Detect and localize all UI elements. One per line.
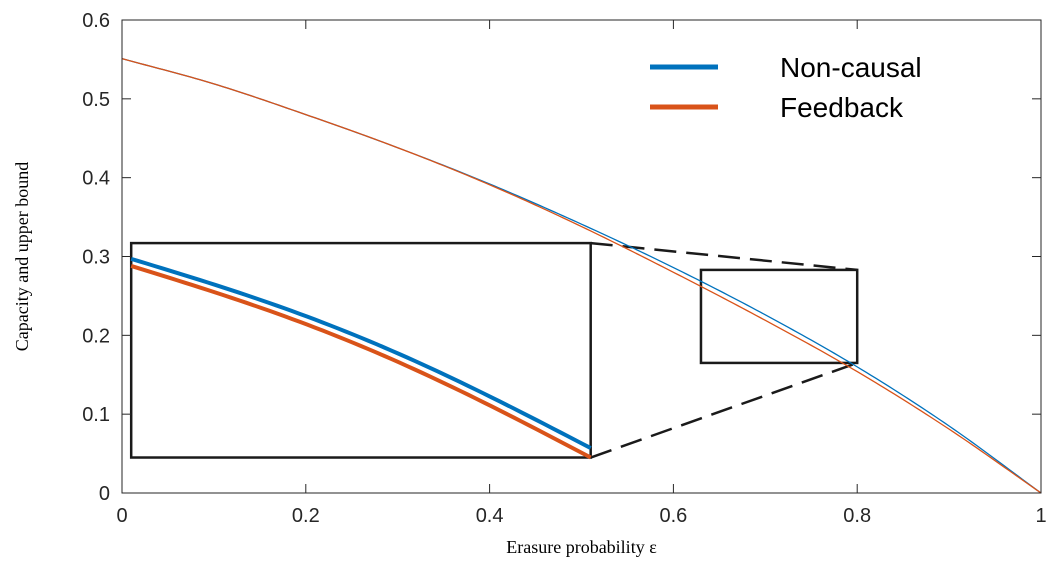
tick-labels: 0 0.2 0.4 0.6 0.8 1 0 0.1 0.2 0.3 0.4 0.5 0.6 — [82, 10, 1046, 527]
y-tick-label: 0.6 — [82, 10, 110, 32]
x-tick-label: 1 — [1035, 505, 1046, 527]
series-lines — [121, 58, 1042, 494]
y-tick-label: 0.5 — [82, 89, 110, 111]
x-tick-label: 0.8 — [843, 505, 871, 527]
zoom-connector-top — [590, 241, 858, 272]
inset-line-feedback — [130, 264, 592, 460]
legend: Non-causal Feedback — [650, 52, 922, 123]
zoom-region-box — [699, 268, 859, 365]
y-tick-label: 0.4 — [82, 168, 110, 190]
y-tick-label: 0.1 — [82, 404, 110, 426]
inset-line-non-causal — [130, 256, 592, 450]
y-tick-label: 0 — [99, 483, 110, 505]
y-tick-label: 0.2 — [82, 325, 110, 347]
legend-label-feedback: Feedback — [780, 92, 904, 123]
series-line-feedback — [121, 58, 1042, 494]
zoom-connector-bottom — [590, 361, 858, 459]
legend-label-non-causal: Non-causal — [780, 52, 922, 83]
x-tick-label: 0.2 — [292, 505, 320, 527]
x-tick-label: 0.4 — [476, 505, 504, 527]
x-tick-label: 0.6 — [659, 505, 687, 527]
axes-frame — [121, 19, 1042, 494]
x-axis-label: Erasure probability ε — [506, 537, 657, 557]
y-tick-label: 0.3 — [82, 247, 110, 269]
zoom-inset-box — [129, 241, 592, 459]
x-tick-label: 0 — [116, 505, 127, 527]
y-axis-label: Capacity and upper bound — [12, 162, 32, 351]
zoom-inset — [129, 241, 859, 460]
